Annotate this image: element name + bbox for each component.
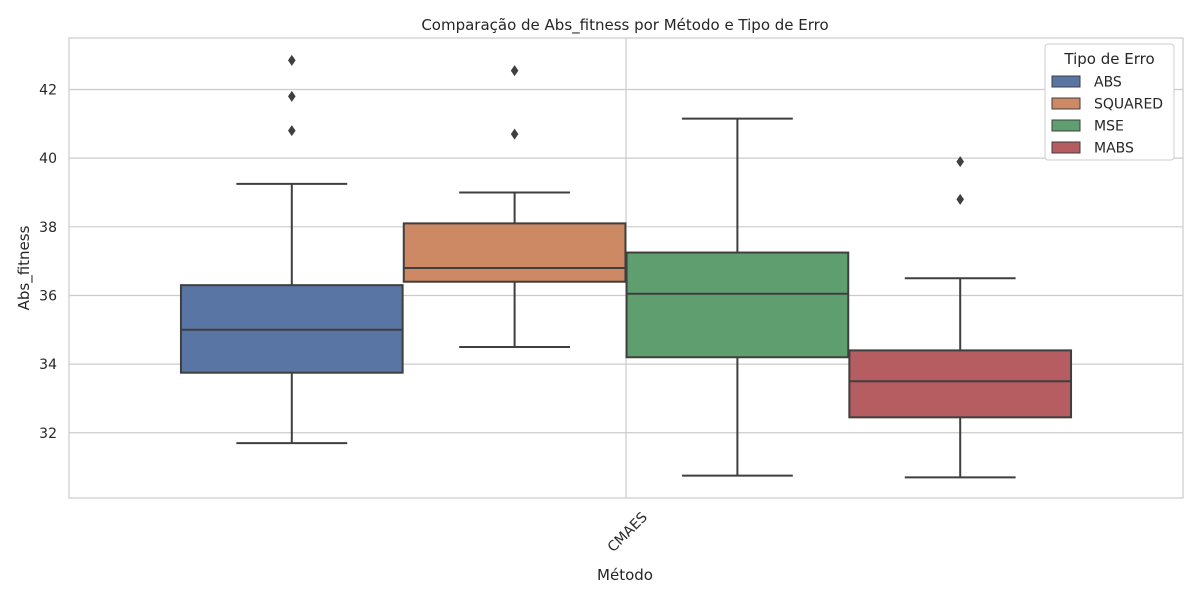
y-tick-label: 42 — [39, 82, 57, 98]
legend: Tipo de Erro ABS SQUARED MSE MABS — [1044, 43, 1175, 161]
iqr-box — [625, 251, 850, 359]
legend-label-abs: ABS — [1094, 75, 1122, 91]
y-tick-label: 34 — [39, 357, 57, 373]
outlier-point — [956, 193, 964, 205]
y-axis-label: Abs_fitness — [15, 225, 34, 310]
box-mabs — [848, 156, 1073, 479]
x-axis-label: Método — [597, 566, 653, 584]
outlier-point — [288, 90, 296, 102]
iqr-box — [402, 222, 627, 283]
box-mse — [625, 117, 850, 477]
outlier-point — [288, 125, 296, 137]
outlier-point — [510, 128, 519, 140]
chart-title: Comparação de Abs_fitness por Método e T… — [421, 16, 828, 35]
legend-label-squared: SQUARED — [1094, 97, 1163, 113]
y-tick-label: 40 — [39, 151, 57, 167]
outlier-point — [510, 65, 519, 77]
outlier-point — [956, 156, 964, 168]
legend-swatch-mabs — [1051, 141, 1081, 154]
outlier-point — [288, 54, 296, 66]
legend-swatch-abs — [1051, 75, 1081, 88]
iqr-box — [848, 349, 1073, 419]
box-abs — [179, 54, 404, 445]
box-layer — [179, 54, 1073, 479]
y-tick-label: 38 — [39, 220, 57, 236]
legend-swatch-squared — [1051, 97, 1081, 110]
legend-swatch-mse — [1051, 119, 1081, 132]
legend-label-mse: MSE — [1094, 119, 1124, 135]
box-squared — [402, 65, 627, 348]
y-tick-label: 36 — [39, 288, 57, 304]
x-tick-label: CMAES — [605, 509, 651, 555]
legend-title: Tipo de Erro — [1063, 50, 1154, 68]
plot-frame — [68, 37, 1184, 499]
legend-label-mabs: MABS — [1094, 141, 1134, 157]
y-tick-label: 32 — [39, 426, 57, 442]
